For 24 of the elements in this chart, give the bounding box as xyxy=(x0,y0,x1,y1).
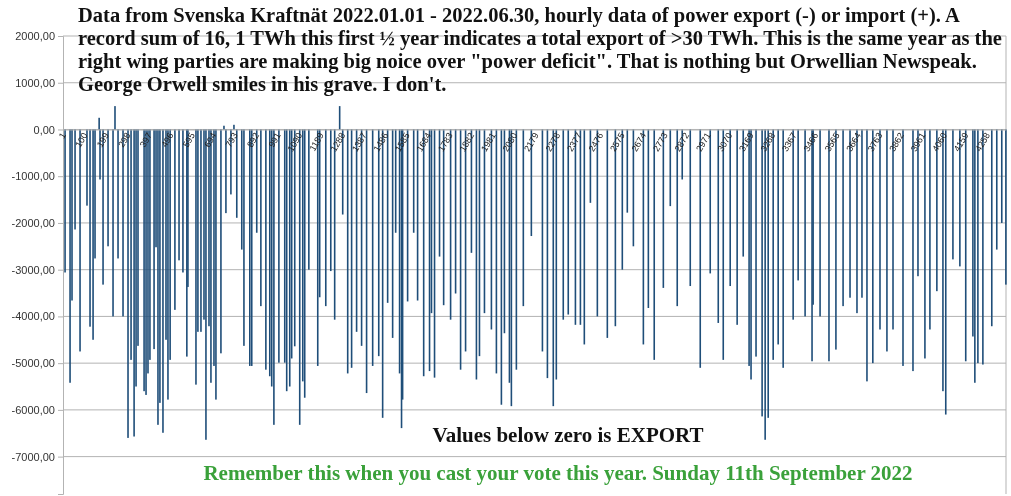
y-tick-label: 2000,00 xyxy=(15,30,55,43)
y-tick-label: -1000,00 xyxy=(11,170,55,183)
x-tick-label: 694 xyxy=(202,130,219,149)
x-tick-label: 991 xyxy=(266,130,283,149)
y-tick-label: 0,00 xyxy=(33,123,55,136)
y-tick-label: -7000,00 xyxy=(11,450,55,463)
x-tick-label: 298 xyxy=(116,130,133,149)
x-tick-label: 496 xyxy=(159,130,176,149)
annotation: Values below zero is EXPORT xyxy=(432,423,704,447)
y-tick-label: -3000,00 xyxy=(11,263,55,276)
x-tick-label: 595 xyxy=(180,130,197,149)
x-tick-label: 1 xyxy=(56,130,68,141)
x-tick-label: 199 xyxy=(94,130,111,149)
x-tick-label: 892 xyxy=(245,130,262,149)
chart-title: Data from Svenska Kraftnät 2022.01.01 - 2022.06.30, hourly data of power export (-) or import (+). A record sum of 16, 1 TWh this first ½ year indicates a total export of >30 TWh. This is the same year as the right wing parties are making big noice over "power deficit". That is nothing but Orwellian Newspeak. George Orwell smiles in his grave. I don't. xyxy=(78,4,1003,96)
y-tick-label: -2000,00 xyxy=(11,216,55,229)
annotation: Remember this when you cast your vote this year. Sunday 11th September 2022 xyxy=(203,461,913,485)
x-tick-label: 397 xyxy=(137,130,154,149)
x-tick-label: 100 xyxy=(73,130,90,149)
y-tick-label: -5000,00 xyxy=(11,357,55,370)
x-tick-label: 793 xyxy=(223,130,240,149)
y-tick-label: 1000,00 xyxy=(15,76,55,89)
y-tick-label: -6000,00 xyxy=(11,403,55,416)
y-tick-label: -4000,00 xyxy=(11,310,55,323)
